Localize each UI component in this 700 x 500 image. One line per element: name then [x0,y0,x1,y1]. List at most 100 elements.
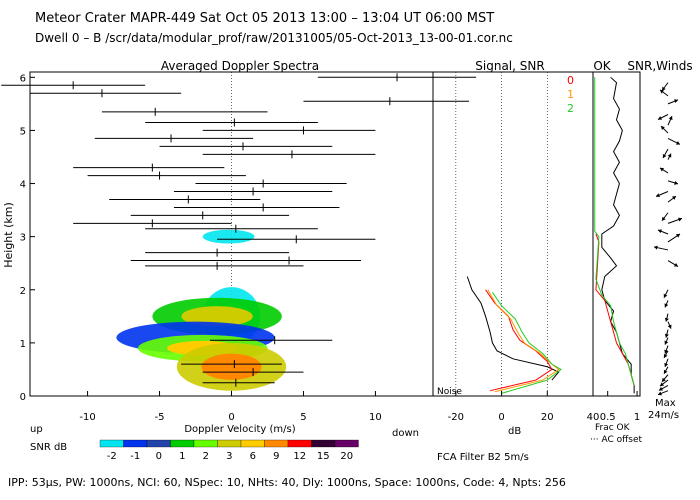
colorbar-label: 3 [226,451,232,462]
frac-ok-label: Frac OK [595,423,631,433]
colorbar-cell [264,439,289,448]
ok-code-0: 0 [567,74,574,87]
wind-arrowhead [667,324,672,329]
snr-plot: -20 0 20 40 [448,72,600,423]
colorbar-label: 6 [250,451,256,462]
max-speed-label: 24m/s [648,410,679,421]
x-tick-label: 5 [300,412,306,423]
wind-arrowhead [664,317,669,322]
ok-panel-title: OK [593,59,611,73]
ok-code-2: 2 [567,102,574,115]
wind-barbs [653,82,683,396]
wind-arrowhead [658,391,662,396]
snr-x-tick-label: 20 [541,412,554,423]
colorbar-cell [99,439,124,448]
colorbar-label: 15 [317,451,330,462]
wind-arrowhead [656,193,660,198]
fca-filter-label: FCA Filter B2 5m/s [437,452,529,463]
footer-params: IPP: 53μs, PW: 1000ns, NCI: 60, NSpec: 1… [8,476,566,489]
echo-core [201,353,262,380]
snr-x-tick-label: 40 [587,412,600,423]
wind-arrowhead [663,369,668,374]
snr-panel-title: Signal, SNR [475,59,544,73]
noise-label: Noise [437,387,462,397]
y-tick-label: 5 [20,126,26,137]
colorbar-label: 12 [293,451,306,462]
wind-arrowhead [662,216,666,221]
wind-arrowhead [660,89,664,94]
wind-arrowhead [664,340,669,345]
wind-arrowhead [661,126,665,130]
colorbar-label: 1 [179,451,185,462]
snr-series-line [485,289,553,392]
colorbar-label: 0 [156,451,162,462]
x-tick-label: 10 [369,412,382,423]
x-axis-label: Doppler Velocity (m/s) [184,424,295,435]
snr-frame [432,71,594,397]
y-tick-label: 4 [20,180,26,191]
x-tick-label: -10 [79,412,95,423]
colorbar-cell [334,439,359,448]
wind-arrowhead [658,116,662,120]
snr-db-label: SNR dB [30,442,67,453]
x-tick-label: 0 [228,412,234,423]
wind-arrowhead [660,167,664,172]
ac-offset-label: ··· AC offset [590,435,643,445]
ok-x-tick-label: 0.5 [600,412,616,423]
wind-arrowhead [663,293,668,298]
wind-arrowhead [678,217,682,222]
wind-arrowhead [674,99,678,104]
snr-series-line [487,289,560,393]
y-tick-label: 3 [20,233,26,244]
wind-arrowhead [672,196,676,200]
colorbar-cell [123,439,148,448]
colorbar-cell [170,439,195,448]
ok-plot: 0.5 1 [594,76,640,423]
wind-arrowhead [664,362,669,367]
snr-axis-label: dB [508,426,521,437]
ok-series-line [594,77,635,386]
colorbar-label: -1 [130,451,140,462]
ok-frame [592,71,641,397]
wind-arrowhead [668,116,673,121]
ok-x-tick-label: 1 [634,412,640,423]
wind-arrowhead [676,141,680,145]
colorbar-cell [146,439,171,448]
snr-x-tick-label: 0 [498,412,504,423]
echo-core [181,306,253,327]
colorbar-cell [287,439,312,448]
y-tick-label: 1 [20,339,26,350]
ok-code-1: 1 [567,88,574,101]
colorbar-cell [193,439,218,448]
max-label: Max [655,398,676,409]
wind-arrowhead [662,377,666,382]
spectra-panel-title: Averaged Doppler Spectra [161,59,319,73]
down-label: down [392,428,419,439]
snr-x-tick-label: -20 [448,412,464,423]
wind-arrowhead [664,349,669,354]
header-title: Meteor Crater MAPR-449 Sat Oct 05 2013 1… [35,11,494,26]
wind-arrowhead [662,86,666,91]
colorbar-label: -2 [107,451,117,462]
wind-arrowhead [660,382,664,387]
y-axis-label: Height (km) [2,202,15,268]
colorbar-cell [311,439,336,448]
wind-arrowhead [659,386,663,391]
up-label: up [30,424,43,435]
echo-blob [202,229,255,244]
y-tick-label: 0 [20,392,26,403]
x-tick-label: -5 [155,412,165,423]
winds-panel-title: SNR,Winds [627,59,692,73]
wind-arrowhead [667,153,672,158]
wind-arrowhead [664,303,669,308]
wind-arrowhead [676,233,680,238]
colorbar-label: 9 [273,451,279,462]
y-tick-label: 6 [20,73,26,84]
header-subtitle: Dwell 0 – B /scr/data/modular_prof/raw/2… [35,31,513,45]
y-tick-label: 2 [20,286,26,297]
wind-arrowhead [654,245,658,250]
wind-arrowhead [674,263,678,267]
snr-series-line [492,292,562,394]
